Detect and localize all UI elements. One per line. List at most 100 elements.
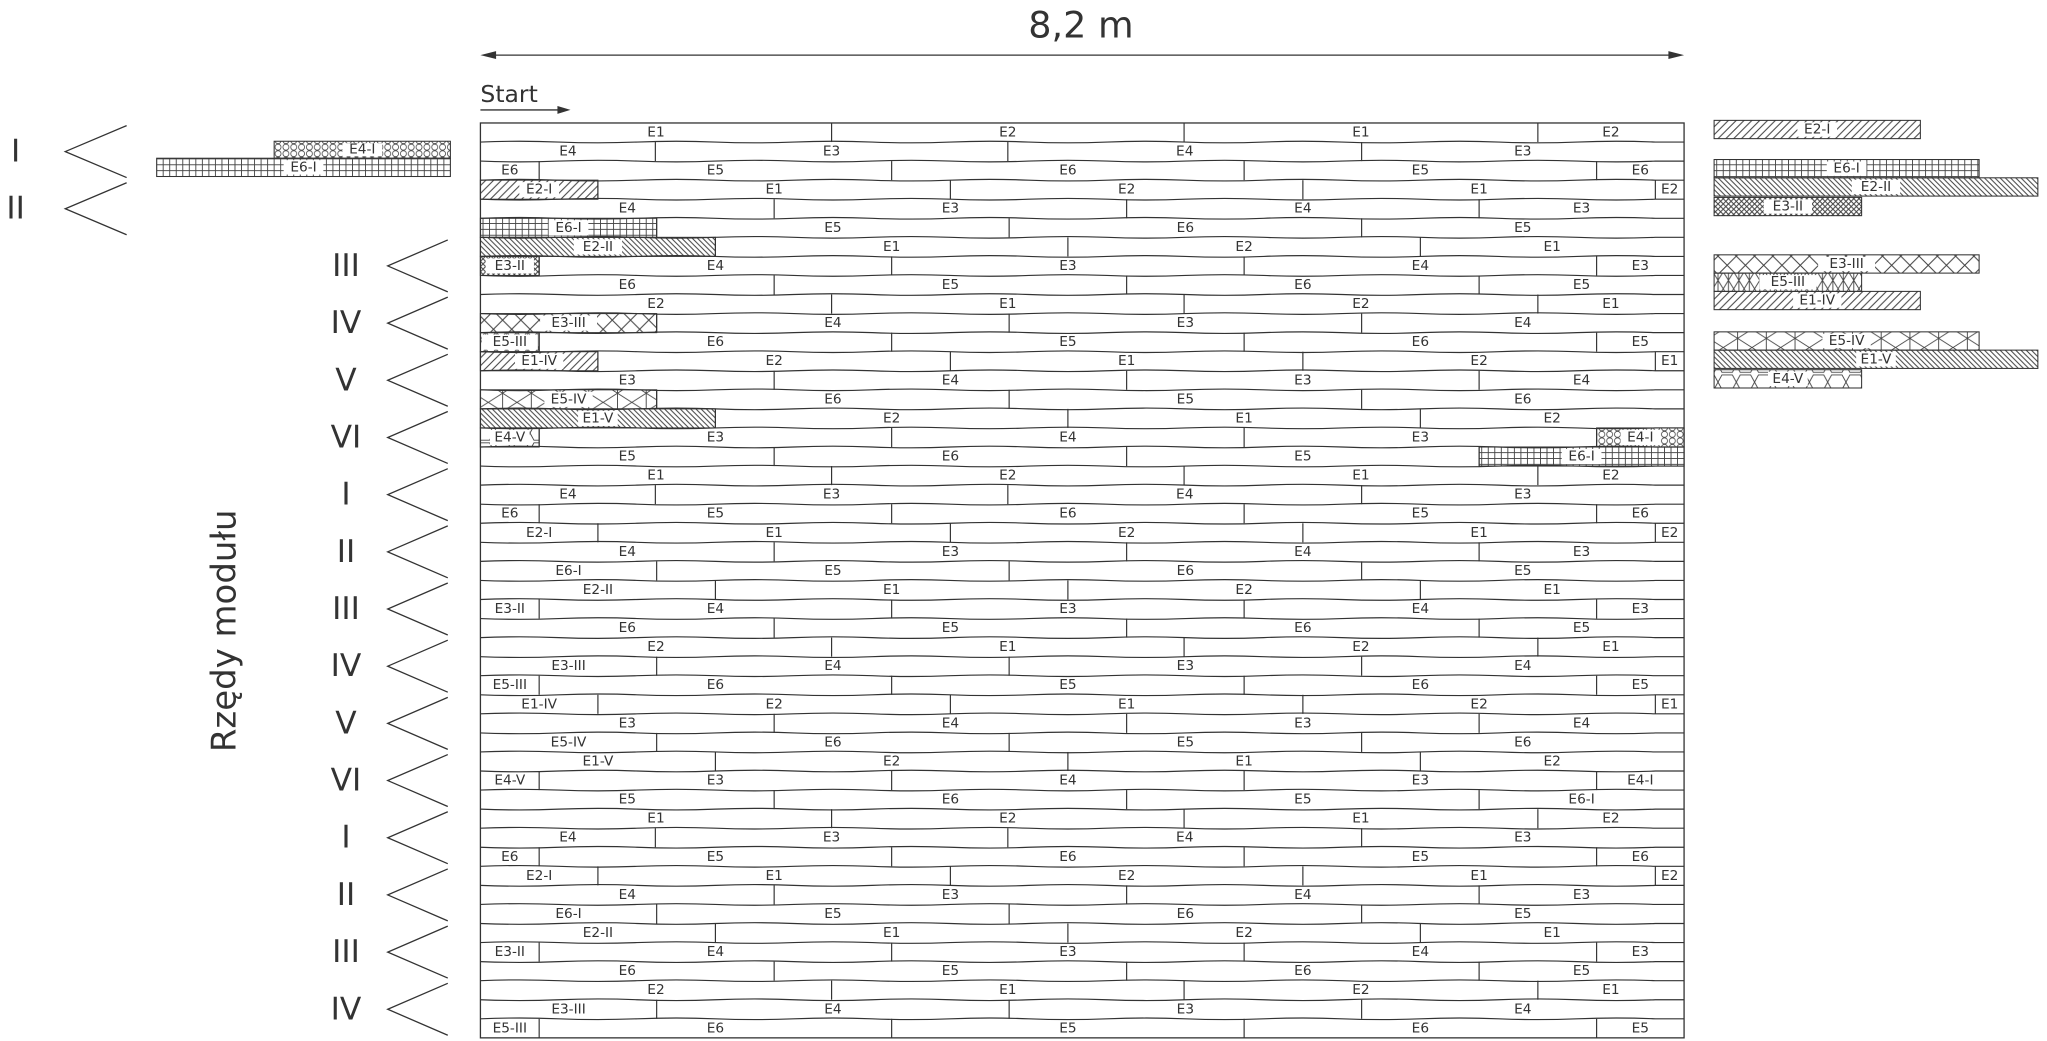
board-label-bg	[515, 353, 564, 369]
row-line	[480, 617, 1685, 620]
row-line	[480, 388, 1685, 392]
row-line	[480, 922, 1685, 925]
board-label: E3	[1059, 601, 1076, 617]
legend-board-label: E1-V	[1861, 351, 1892, 367]
board-label: E6	[501, 849, 518, 865]
board-label: E4	[1514, 1001, 1531, 1017]
row-line	[480, 636, 1685, 639]
board-label: E1	[1352, 811, 1369, 827]
board-label: E5	[1177, 734, 1194, 750]
board-label: E2	[883, 753, 900, 769]
board-label: E3	[1059, 944, 1076, 960]
module-chevron	[386, 696, 449, 750]
board-label: E4	[942, 715, 959, 731]
row-line	[480, 350, 1685, 354]
board-label: E6-I	[555, 563, 581, 579]
module-chevron	[386, 353, 449, 407]
legend-board-label: E2-I	[1804, 122, 1830, 138]
board-label: E3	[1177, 315, 1194, 331]
module-row-label: IV	[331, 648, 362, 684]
board-label-bg	[573, 239, 623, 255]
board-label: E1	[1544, 582, 1561, 598]
board-label: E2	[1470, 353, 1487, 369]
board-label: E5	[707, 506, 724, 522]
board-label: E2	[1602, 125, 1619, 141]
board-label: E4	[1514, 315, 1531, 331]
board-label: E3-III	[551, 1001, 585, 1017]
board-label: E2	[1235, 925, 1252, 941]
board-label: E4-V	[494, 773, 525, 789]
board-label: E4-I	[1627, 773, 1653, 789]
board-label: E3	[1632, 258, 1649, 274]
legend-board-label-bg	[1856, 352, 1896, 367]
legend-board-label-bg	[1822, 333, 1871, 349]
board-label: E4	[559, 487, 576, 503]
board-label: E1	[883, 925, 900, 941]
board-label: E2-II	[583, 925, 613, 941]
board-label: E6	[1177, 906, 1194, 922]
board-label: E3	[1177, 658, 1194, 674]
row-line	[480, 979, 1685, 983]
row-line	[480, 941, 1685, 944]
board-label-bg	[548, 220, 589, 236]
board-label: E2	[1118, 525, 1135, 541]
module-row-label: IV	[331, 305, 362, 341]
board-label: E2-I	[526, 525, 552, 541]
board-label: E1	[765, 182, 782, 198]
board-label: E4	[619, 544, 636, 560]
board-label: E2	[765, 696, 782, 712]
board-label: E6	[619, 620, 636, 636]
board-label: E6	[824, 734, 841, 750]
row-line	[480, 502, 1685, 506]
board-label: E2	[883, 410, 900, 426]
board-label: E5	[1059, 334, 1076, 350]
legend-board-label: E3-III	[1829, 256, 1863, 272]
row-line	[480, 331, 1685, 335]
board-label: E2	[1118, 182, 1135, 198]
board-label: E4	[1176, 830, 1193, 846]
module-row-label: IV	[331, 991, 362, 1027]
board-label: E4	[942, 372, 959, 388]
row-line	[480, 998, 1685, 1002]
board-label: E2	[765, 353, 782, 369]
board-label: E4	[1294, 544, 1311, 560]
start-arrowhead	[557, 106, 571, 114]
row-line	[480, 464, 1685, 468]
module-chevron	[386, 296, 449, 350]
row-line	[480, 540, 1685, 544]
board-label: E3	[823, 487, 840, 503]
module-chevron	[63, 124, 127, 179]
board-label: E3	[1632, 601, 1649, 617]
board-label: E6	[619, 963, 636, 979]
board-label-bg	[578, 410, 618, 426]
module-row-label: III	[332, 591, 360, 627]
board-label: E5	[707, 163, 724, 179]
board-label: E6	[1177, 563, 1194, 579]
row-line	[480, 731, 1685, 735]
board-label-bg	[540, 315, 597, 331]
module-row-label: VI	[331, 763, 362, 799]
legend-board-label: E1-IV	[1799, 293, 1835, 309]
start-label: Start	[480, 80, 537, 108]
board-label: E4	[619, 887, 636, 903]
board-label: E1	[1544, 239, 1561, 255]
row-line	[480, 884, 1685, 887]
legend-board-label-bg	[1759, 275, 1817, 290]
board-label: E3	[1177, 1001, 1194, 1017]
board-label: E5	[1514, 563, 1531, 579]
board-label: E3	[1514, 830, 1531, 846]
board-label: E6	[1059, 506, 1076, 522]
board-label-bg	[1620, 429, 1661, 446]
row-line	[480, 598, 1685, 601]
board-label: E6	[1632, 849, 1649, 865]
board-label: E3-III	[551, 658, 585, 674]
board-label: E1	[883, 239, 900, 255]
board-label: E5	[1514, 906, 1531, 922]
board-label: E1	[1661, 353, 1678, 369]
board-label: E3	[1573, 887, 1590, 903]
row-line	[480, 655, 1685, 659]
module-row-label: II	[337, 877, 355, 913]
board-label: E3	[1294, 372, 1311, 388]
module-row-label: V	[335, 362, 357, 398]
row-line	[480, 864, 1685, 868]
